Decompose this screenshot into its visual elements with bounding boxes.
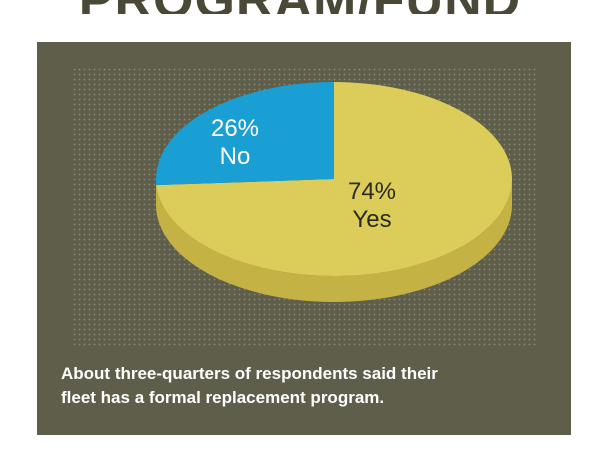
pie-side-yes <box>156 179 512 302</box>
data-label-yes: Yes <box>352 206 391 233</box>
caption-line-1: About three-quarters of respondents said… <box>61 364 438 383</box>
data-label-yes-percent: 74% <box>348 178 396 205</box>
caption-line-2: fleet has a formal replacement program. <box>61 388 385 407</box>
chart-panel: 26% No 74% Yes About three-quarters of resp… <box>37 42 571 435</box>
chart-caption: About three-quarters of respondents said… <box>61 362 531 410</box>
pie-chart: 26%No 74%Yes <box>71 68 537 348</box>
page-title: PROGRAM/FUND <box>0 0 600 14</box>
pie-slice-no <box>156 82 334 186</box>
data-label-no-percent: 26% <box>211 115 259 142</box>
pie-slice-yes <box>156 82 513 276</box>
data-label-no: No <box>220 143 251 170</box>
